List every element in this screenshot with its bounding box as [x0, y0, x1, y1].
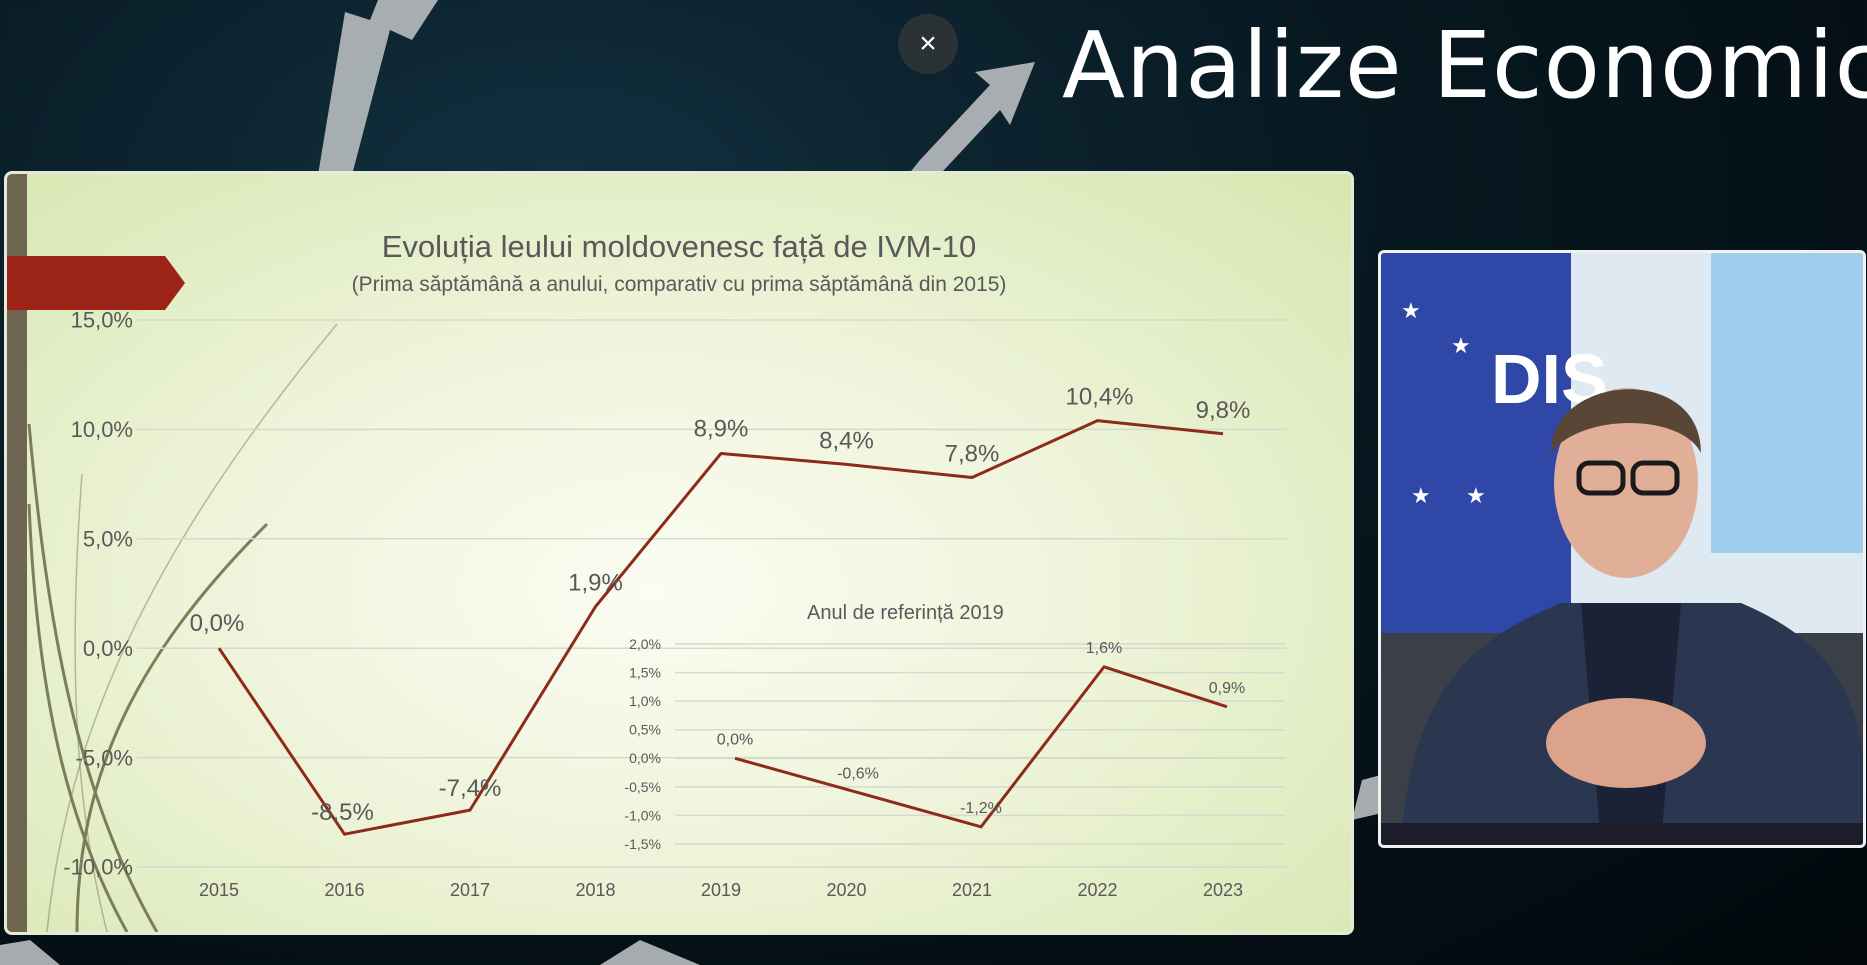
webcam-feed: ★ ★ ★ ★ DIS	[1378, 250, 1866, 848]
flag-banner	[1381, 253, 1571, 633]
bg-arrow-4	[600, 940, 700, 965]
main-data-label: -7,4%	[439, 775, 502, 802]
main-x-tick-label: 2023	[1203, 880, 1243, 900]
svg-text:★: ★	[1411, 484, 1431, 509]
presenter-video: ★★★ ★ DIS	[1381, 253, 1863, 845]
presenter-hands	[1546, 698, 1706, 788]
main-y-tick-label: -5,0%	[76, 745, 133, 770]
main-line-chart: 15,0% 10,0% 5,0% 0,0% -5,0% -10,0% 2015 2016 201…	[63, 308, 1287, 900]
bg-arrow-1	[318, 0, 438, 175]
inset-chart-title: Anul de referință 2019	[807, 602, 1004, 624]
inset-data-label: 0,0%	[717, 731, 753, 748]
presenter-face	[1554, 388, 1698, 578]
main-data-label: 1,9%	[568, 570, 623, 597]
inset-data-label: 0,9%	[1209, 680, 1245, 697]
main-y-tick-label: 10,0%	[71, 417, 133, 442]
main-x-tick-label: 2022	[1077, 880, 1117, 900]
main-y-tick-label: 15,0%	[71, 308, 133, 333]
glasses-icon	[1576, 460, 1680, 496]
inset-y-tick-label: 0,5%	[629, 722, 661, 738]
inset-data-label: 1,6%	[1086, 640, 1122, 657]
inset-y-tick-label: -1,0%	[624, 807, 661, 823]
presentation-slide: Evoluția leului moldovenesc față de IVM-…	[4, 171, 1354, 935]
presenter-hair	[1551, 389, 1701, 453]
inset-y-tick-label: 1,0%	[629, 693, 661, 709]
bg-arrow-5	[0, 940, 60, 965]
main-x-tick-label: 2018	[575, 880, 615, 900]
main-x-tick-label: 2019	[701, 880, 741, 900]
brand-title: Analize Economice	[1062, 12, 1867, 119]
inset-y-tick-label: -0,5%	[624, 779, 661, 795]
inset-line-chart: 2,0% 1,5% 1,0% 0,5% 0,0% -0,5% -1,0% -1,5% 0,0% -…	[624, 636, 1285, 852]
inset-data-label: -0,6%	[837, 766, 879, 783]
main-data-label: 7,8%	[945, 441, 1000, 468]
close-button[interactable]: ×	[898, 14, 958, 74]
main-y-tick-label: -10,0%	[63, 855, 133, 880]
main-y-tick-label: 5,0%	[83, 527, 133, 552]
main-x-tick-label: 2016	[324, 880, 364, 900]
svg-text:★: ★	[1401, 299, 1421, 324]
main-data-label: 8,4%	[819, 427, 874, 454]
main-x-tick-label: 2020	[826, 880, 866, 900]
main-y-tick-label: 0,0%	[83, 636, 133, 661]
main-data-label: 10,4%	[1065, 384, 1133, 411]
accent-tab	[7, 256, 185, 310]
inset-y-tick-label: 2,0%	[629, 636, 661, 652]
decorative-curves	[27, 323, 338, 932]
inset-data-label: -1,2%	[960, 800, 1002, 817]
main-x-tick-label: 2015	[199, 880, 239, 900]
svg-text:★: ★	[1466, 484, 1486, 509]
main-x-tick-label: 2017	[450, 880, 490, 900]
star-icons: ★ ★ ★ ★	[1401, 299, 1486, 509]
inset-y-tick-label: 1,5%	[629, 664, 661, 680]
main-data-label: 8,9%	[694, 415, 749, 442]
inset-y-tick-label: -1,5%	[624, 836, 661, 852]
inset-y-tick-label: 0,0%	[629, 750, 661, 766]
sidebar-bar	[7, 174, 27, 932]
slide-decoration	[7, 174, 338, 932]
main-data-label: -8,5%	[311, 799, 374, 826]
main-x-tick-label: 2021	[952, 880, 992, 900]
svg-text:★: ★	[1451, 334, 1471, 359]
chart-subtitle: (Prima săptămână a anului, comparativ cu…	[351, 273, 1007, 296]
bg-arrow-2	[900, 62, 1035, 185]
main-data-label: 0,0%	[190, 610, 245, 637]
main-data-label: 9,8%	[1196, 397, 1251, 424]
chart-title: Evoluția leului moldovenesc față de IVM-…	[381, 229, 977, 264]
